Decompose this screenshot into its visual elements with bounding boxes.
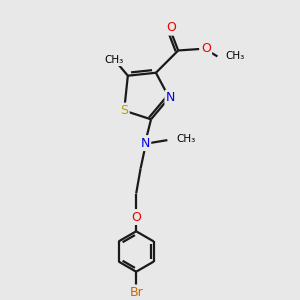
- Text: O: O: [131, 211, 141, 224]
- Text: Br: Br: [129, 286, 143, 299]
- Text: S: S: [120, 104, 128, 117]
- Text: CH₃: CH₃: [176, 134, 196, 144]
- Text: CH₃: CH₃: [105, 55, 124, 65]
- Text: N: N: [140, 136, 150, 150]
- Text: N: N: [166, 91, 175, 104]
- Text: CH₃: CH₃: [226, 51, 245, 62]
- Text: O: O: [166, 21, 176, 34]
- Text: O: O: [201, 43, 211, 56]
